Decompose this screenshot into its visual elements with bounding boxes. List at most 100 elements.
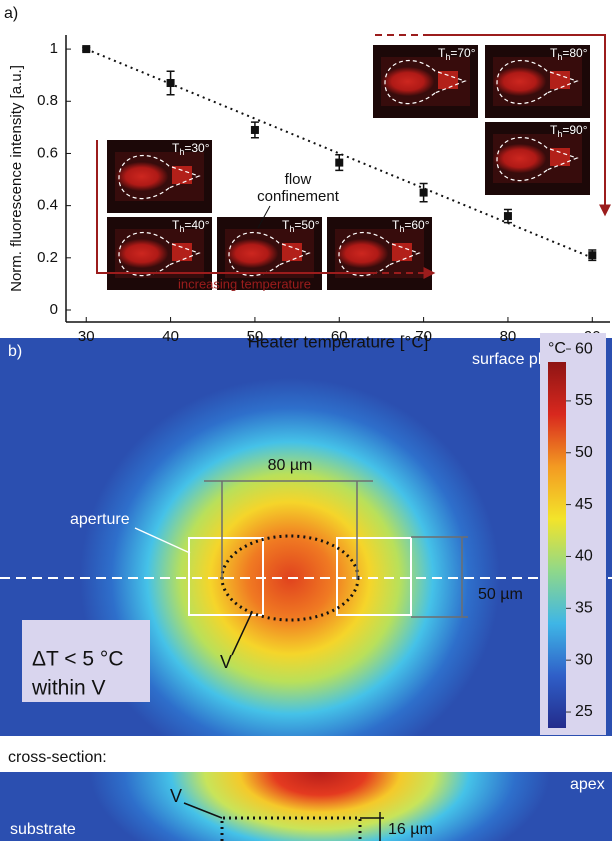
- inset-channel: [282, 243, 302, 261]
- section-gap: [0, 736, 612, 772]
- colorbar-tick-label: 55: [575, 392, 593, 409]
- data-point: [503, 212, 512, 221]
- annotation-line: [231, 611, 253, 656]
- colorbar-tick-label: 60: [575, 340, 593, 357]
- inset-value: =30°: [184, 141, 209, 155]
- x-tick-label: 30: [78, 328, 95, 345]
- inset-channel: [392, 243, 412, 261]
- dimension-line: [204, 480, 373, 580]
- volume-outline: [220, 816, 362, 841]
- y-axis-label: Norm. fluorescence intensity [a.u.]: [8, 65, 25, 292]
- aperture: [336, 537, 412, 616]
- panel-label: a): [4, 5, 18, 22]
- annotation: confinement: [257, 188, 340, 205]
- inset-label: Th=80°: [550, 46, 588, 62]
- inset-outline: [118, 154, 201, 200]
- data-point: [250, 125, 259, 134]
- x-tick-label: 70: [415, 328, 432, 345]
- inset-subscript: h: [179, 224, 184, 234]
- inset-outline: [118, 231, 201, 277]
- note-box: [22, 620, 150, 702]
- inset-value: =40°: [184, 218, 209, 232]
- data-point: [588, 251, 597, 260]
- inset-subscript: h: [557, 52, 562, 62]
- dimension-label: 16 µm: [388, 821, 433, 838]
- annotation: V: [170, 786, 182, 806]
- colorbar-tick-label: 35: [575, 600, 593, 617]
- dimension-line: [360, 812, 384, 841]
- inset-channel: [550, 148, 570, 166]
- data-point: [82, 45, 91, 54]
- inset-symbol: T: [392, 218, 400, 232]
- y-tick-label: 0.4: [37, 197, 58, 214]
- inset-channel: [550, 71, 570, 89]
- section-label: cross-section:: [8, 749, 107, 766]
- plot-title: surface plot: [472, 351, 555, 368]
- annotation-line: [257, 205, 271, 229]
- inset-outline: [384, 59, 467, 105]
- inset-label: Th=90°: [550, 123, 588, 139]
- arrow-label: increasing temperature: [178, 276, 311, 291]
- inset-outline: [496, 59, 579, 105]
- arrow: [96, 140, 370, 274]
- inset-symbol: T: [172, 218, 180, 232]
- annotation: aperture: [70, 511, 130, 528]
- data-point: [166, 79, 175, 88]
- annotation-line: [183, 802, 223, 819]
- annotation-line: [134, 527, 191, 554]
- x-tick-label: 60: [331, 328, 348, 345]
- data-point: [335, 158, 344, 167]
- inset-outline: [228, 231, 311, 277]
- y-tick-label: 1: [50, 40, 58, 57]
- inset-symbol: T: [282, 218, 290, 232]
- colorbar: [548, 362, 566, 728]
- inset-value: =90°: [562, 123, 587, 137]
- arrow: [430, 34, 611, 217]
- data-point: [419, 188, 428, 197]
- inset-label: Th=30°: [172, 141, 210, 157]
- inset-symbol: T: [550, 123, 558, 137]
- inset-value: =50°: [294, 218, 319, 232]
- y-tick-label: 0.8: [37, 92, 58, 109]
- note: ΔT < 5 °C: [32, 648, 124, 671]
- y-tick-label: 0.6: [37, 144, 58, 161]
- inset-value: =60°: [404, 218, 429, 232]
- inset-subscript: h: [445, 52, 450, 62]
- x-tick-label: 80: [500, 328, 517, 345]
- y-tick-label: 0: [50, 301, 58, 318]
- inset-subscript: h: [289, 224, 294, 234]
- colorbar-title: °C: [548, 340, 566, 357]
- inset-subscript: h: [399, 224, 404, 234]
- inset-value: =80°: [562, 46, 587, 60]
- x-tick-label: 50: [247, 328, 264, 345]
- annotation: substrate: [10, 821, 76, 838]
- aperture: [188, 537, 264, 616]
- inset-outline: [338, 231, 421, 277]
- dimension-line: [411, 536, 468, 618]
- inset-label: Th=60°: [392, 218, 430, 234]
- annotation: flow: [285, 171, 312, 188]
- inset-channel: [172, 243, 192, 261]
- annotation: V: [220, 652, 232, 672]
- colorbar-tick-label: 50: [575, 444, 593, 461]
- inset-label: Th=50°: [282, 218, 320, 234]
- x-tick-label: 40: [162, 328, 179, 345]
- colorbar-tick-label: 40: [575, 548, 593, 565]
- inset-symbol: T: [172, 141, 180, 155]
- colorbar-tick-label: 45: [575, 496, 593, 513]
- inset-subscript: h: [179, 147, 184, 157]
- dimension-label: 80 µm: [268, 457, 313, 474]
- y-tick-label: 0.2: [37, 249, 58, 266]
- panel-label: b): [8, 343, 22, 360]
- inset-channel: [438, 71, 458, 89]
- inset-label: Th=70°: [438, 46, 476, 62]
- inset-symbol: T: [438, 46, 446, 60]
- inset-label: Th=40°: [172, 218, 210, 234]
- dimension-label: 50 µm: [478, 586, 523, 603]
- inset-value: =70°: [450, 46, 475, 60]
- inset-channel: [172, 166, 192, 184]
- inset-symbol: T: [550, 46, 558, 60]
- annotation: apex: [570, 776, 605, 793]
